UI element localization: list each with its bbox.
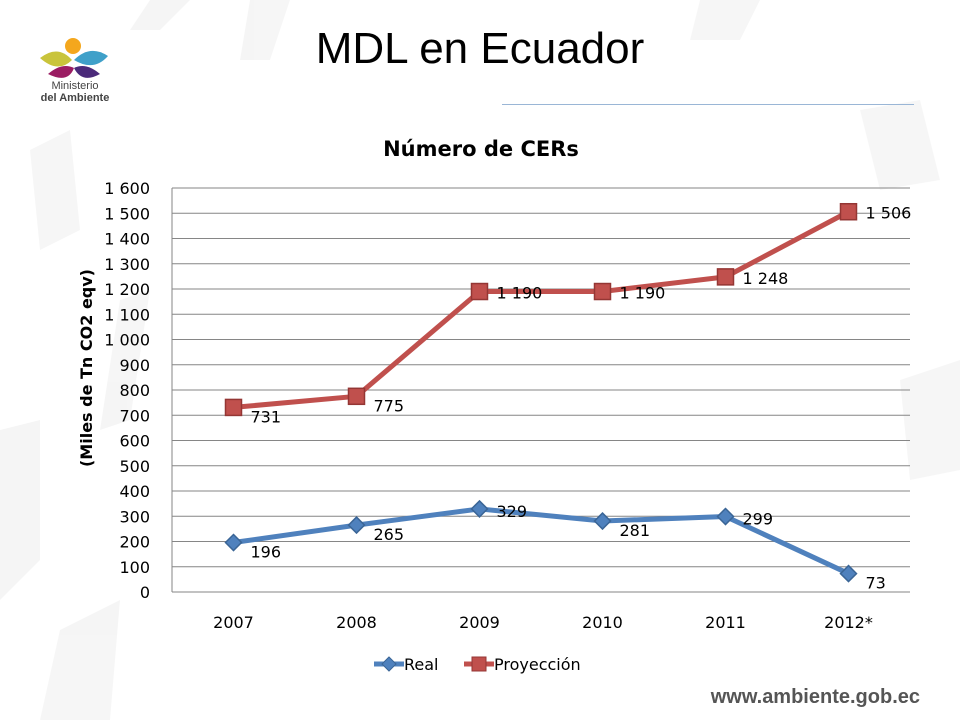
y-tick-label: 1 500 — [104, 204, 150, 223]
y-tick-label: 1 400 — [104, 230, 150, 249]
y-tick-label: 1 100 — [104, 305, 150, 324]
legend-label: Real — [404, 655, 439, 674]
x-tick-label: 2010 — [582, 613, 623, 632]
proyeccion-point — [347, 387, 366, 406]
y-tick-label: 600 — [119, 432, 150, 451]
data-label-layer: 196 265 329 281 299 73 731 775 1 190 1 190 1 248 1 … — [251, 204, 912, 593]
y-tick-label: 100 — [119, 558, 150, 577]
y-tick-label: 0 — [140, 583, 150, 602]
y-tick-label: 200 — [119, 533, 150, 552]
real-point — [593, 511, 612, 531]
legend-label: Proyección — [494, 655, 581, 674]
data-label: 1 190 — [620, 284, 666, 303]
x-tick-label: 2007 — [213, 613, 254, 632]
y-tick-label: 1 200 — [104, 280, 150, 299]
data-label: 1 248 — [743, 269, 789, 288]
proyeccion-point — [716, 268, 735, 286]
grid-layer — [171, 187, 910, 593]
x-tick-label: 2008 — [336, 613, 377, 632]
real-point — [716, 507, 735, 526]
logo-line-2: del Ambiente — [40, 92, 110, 104]
data-label: 265 — [374, 525, 405, 544]
y-tick-label: 1 000 — [104, 331, 150, 350]
data-label: 731 — [251, 407, 282, 426]
series-layer — [224, 202, 858, 583]
y-tick-label: 1 600 — [104, 179, 150, 198]
data-label: 775 — [374, 396, 405, 415]
legend-marker-real — [381, 656, 397, 672]
proyeccion-point — [224, 398, 243, 417]
logo-text: Ministerio del Ambiente — [30, 80, 120, 104]
real-point — [347, 516, 366, 535]
legend: Real Proyección — [374, 655, 581, 674]
x-tick-label: 2012* — [824, 613, 873, 632]
y-tick-label: 900 — [119, 356, 150, 375]
y-axis-label: (Miles de Tn CO2 eqv) — [77, 269, 96, 467]
y-tick-label: 1 300 — [104, 255, 150, 274]
data-label: 281 — [620, 521, 651, 540]
real-point — [839, 564, 858, 583]
y-tick-label: 500 — [119, 457, 150, 476]
ministerio-logo — [40, 38, 108, 78]
data-label: 1 506 — [866, 204, 912, 223]
x-tick-label: 2011 — [705, 613, 746, 632]
y-tick-layer: 0 100 200 300 400 500 600 700 800 900 1 000 1 100 1 … — [104, 179, 150, 602]
logo-line-1: Ministerio — [51, 80, 99, 92]
title-rule — [502, 104, 914, 105]
data-label: 299 — [743, 510, 774, 529]
proyeccion-point — [839, 202, 858, 221]
y-tick-label: 800 — [119, 381, 150, 400]
real-point — [224, 533, 243, 552]
y-tick-label: 700 — [119, 406, 150, 425]
data-label: 73 — [866, 574, 886, 593]
x-tick-label: 2009 — [459, 613, 500, 632]
y-tick-label: 400 — [119, 482, 150, 501]
legend-marker-proyeccion — [471, 656, 487, 672]
series-line-0 — [233, 506, 850, 576]
x-tick-layer: 2007 2008 2009 2010 2011 2012* — [213, 613, 873, 632]
data-label: 1 190 — [497, 284, 543, 303]
real-point — [470, 499, 489, 518]
footer-url: www.ambiente.gob.ec — [710, 686, 920, 708]
y-tick-label: 300 — [119, 507, 150, 526]
proyeccion-point — [470, 282, 489, 301]
data-label: 196 — [251, 543, 282, 562]
chart-title: Número de CERs — [383, 137, 579, 161]
proyeccion-point — [593, 282, 612, 301]
series-line-1 — [233, 209, 850, 410]
data-label: 329 — [497, 502, 528, 521]
slide-title: MDL en Ecuador — [315, 24, 645, 73]
